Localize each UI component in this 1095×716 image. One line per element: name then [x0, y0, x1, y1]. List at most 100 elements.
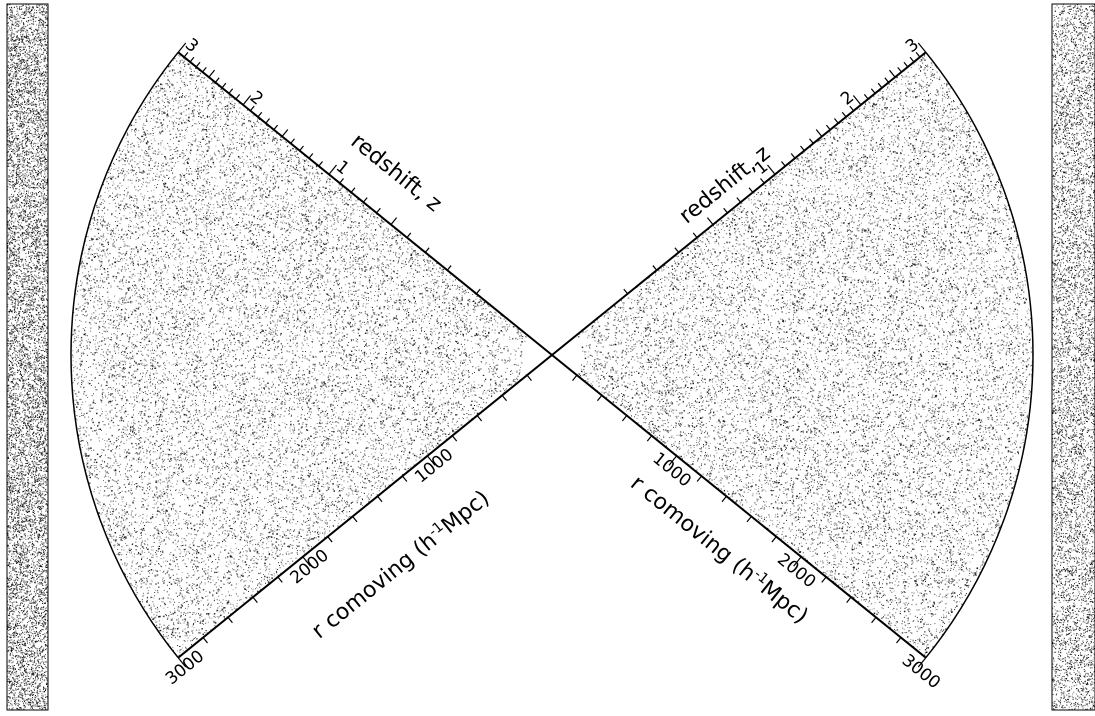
galaxy-point: [21, 474, 23, 476]
galaxy-point: [29, 500, 31, 502]
galaxy-point: [44, 598, 45, 600]
galaxy-point: [7, 129, 9, 131]
galaxy-point: [17, 505, 19, 507]
galaxy-point: [17, 436, 19, 438]
galaxy-point: [40, 630, 42, 632]
galaxy-point: [12, 212, 14, 214]
galaxy-point: [10, 36, 12, 37]
galaxy-point: [13, 246, 15, 248]
galaxy-point: [10, 398, 12, 400]
galaxy-point: [29, 201, 31, 203]
galaxy-point: [10, 220, 12, 222]
galaxy-point: [17, 224, 19, 225]
galaxy-point: [23, 568, 25, 570]
galaxy-point: [23, 708, 25, 710]
galaxy-point: [25, 72, 27, 74]
galaxy-point: [16, 203, 18, 205]
galaxy-point: [12, 260, 14, 262]
galaxy-point: [44, 17, 46, 18]
galaxy-point: [42, 591, 44, 593]
galaxy-point: [41, 94, 43, 96]
galaxy-point: [39, 25, 41, 27]
galaxy-point: [35, 307, 37, 308]
galaxy-point: [20, 570, 22, 572]
galaxy-point: [13, 138, 15, 139]
galaxy-point: [7, 626, 9, 628]
galaxy-point: [30, 94, 31, 95]
galaxy-point: [43, 668, 45, 670]
galaxy-point: [22, 661, 24, 662]
galaxy-point: [35, 676, 37, 678]
galaxy-point: [24, 422, 26, 424]
galaxy-point: [39, 195, 41, 197]
galaxy-point: [45, 220, 47, 222]
galaxy-point: [36, 265, 38, 267]
galaxy-point: [21, 495, 23, 497]
galaxy-point: [8, 684, 10, 686]
galaxy-point: [26, 316, 28, 318]
galaxy-point: [9, 75, 10, 76]
galaxy-point: [10, 685, 12, 687]
galaxy-point: [29, 163, 31, 165]
galaxy-point: [43, 468, 45, 470]
galaxy-point: [31, 171, 33, 173]
galaxy-point: [33, 643, 35, 645]
galaxy-point: [35, 522, 37, 524]
galaxy-point: [19, 380, 21, 382]
galaxy-point: [44, 545, 46, 547]
galaxy-point: [17, 675, 19, 677]
galaxy-point: [45, 149, 47, 150]
galaxy-point: [37, 608, 39, 610]
galaxy-point: [19, 452, 21, 454]
galaxy-point: [22, 541, 24, 543]
galaxy-point: [11, 328, 13, 330]
galaxy-point: [31, 534, 33, 536]
galaxy-point: [20, 392, 22, 394]
galaxy-point: [36, 237, 38, 239]
galaxy-point: [7, 486, 9, 488]
galaxy-point: [40, 513, 42, 515]
galaxy-point: [44, 188, 46, 190]
galaxy-point: [11, 243, 13, 244]
galaxy-point: [17, 30, 19, 32]
galaxy-point: [39, 411, 41, 413]
galaxy-point: [42, 619, 44, 621]
galaxy-point: [31, 58, 33, 60]
galaxy-point: [10, 276, 12, 278]
galaxy-point: [10, 539, 12, 541]
galaxy-point: [34, 500, 36, 502]
galaxy-point: [11, 128, 13, 130]
galaxy-point: [7, 304, 9, 306]
galaxy-point: [18, 466, 20, 467]
galaxy-point: [27, 508, 29, 510]
galaxy-point: [19, 565, 21, 567]
galaxy-point: [30, 15, 32, 16]
galaxy-point: [14, 668, 16, 669]
galaxy-point: [25, 515, 27, 517]
galaxy-point: [19, 393, 21, 395]
galaxy-point: [39, 158, 41, 160]
galaxy-point: [46, 412, 48, 414]
galaxy-point: [35, 357, 37, 359]
galaxy-point: [37, 174, 39, 176]
galaxy-point: [26, 495, 28, 497]
galaxy-point: [11, 597, 13, 599]
galaxy-point: [44, 608, 46, 610]
galaxy-point: [29, 75, 31, 77]
galaxy-point: [9, 392, 11, 394]
galaxy-point: [25, 263, 27, 265]
galaxy-point: [25, 347, 27, 349]
galaxy-point: [21, 500, 23, 502]
galaxy-point: [30, 116, 32, 118]
galaxy-point: [12, 689, 14, 691]
galaxy-point: [29, 537, 30, 539]
galaxy-point: [32, 415, 34, 417]
galaxy-point: [33, 519, 35, 521]
galaxy-point: [21, 123, 23, 125]
galaxy-point: [35, 280, 37, 282]
galaxy-point: [9, 116, 11, 118]
galaxy-point: [22, 546, 24, 548]
galaxy-point: [22, 504, 24, 506]
galaxy-point: [23, 474, 25, 475]
galaxy-point: [45, 270, 47, 272]
